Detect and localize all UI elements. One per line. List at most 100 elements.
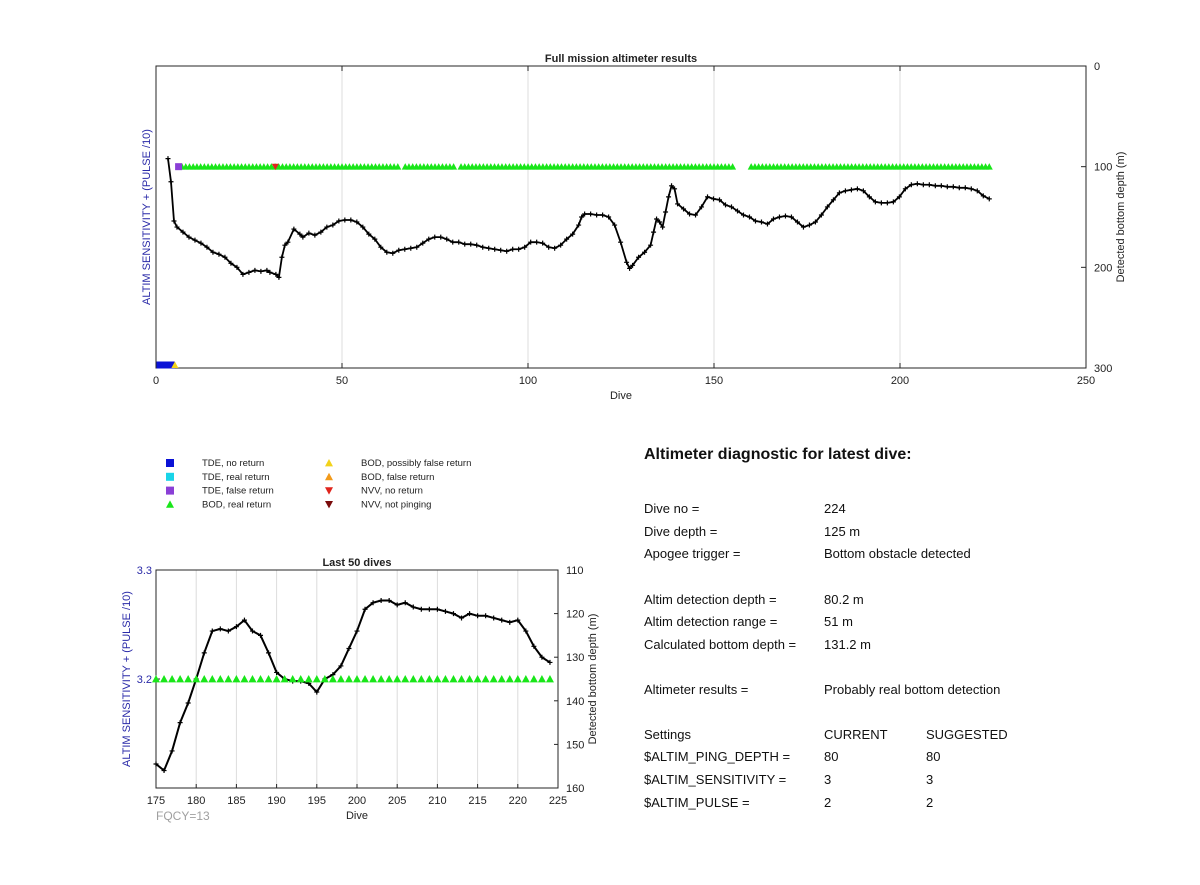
depth-point (297, 231, 303, 237)
depth-point (956, 185, 962, 191)
depth-point (300, 234, 306, 240)
depth-point (507, 619, 513, 625)
depth-point (291, 226, 297, 232)
depth-point (854, 186, 860, 192)
right-y-tick-label: 0 (1094, 61, 1100, 73)
bod-real-marker (377, 675, 386, 683)
depth-point (201, 650, 207, 656)
depth-point (523, 628, 529, 634)
bod-real-marker (328, 675, 337, 683)
depth-point (418, 606, 424, 612)
depth-point (564, 236, 570, 242)
diagnostic-label: $ALTIM_PING_DEPTH = (644, 749, 791, 764)
depth-point (552, 245, 558, 251)
depth-point (153, 761, 159, 767)
depth-point (624, 259, 630, 265)
depth-point (480, 244, 486, 250)
bod-real-marker (353, 675, 361, 683)
depth-point (800, 224, 806, 230)
x-tick-label: 185 (227, 795, 245, 807)
bod-real-marker (473, 675, 482, 683)
depth-point (860, 188, 866, 194)
depth-point (217, 626, 223, 632)
left-y-axis-label: ALTIM SENSITIVITY + (PULSE /10) (141, 129, 153, 305)
depth-point (394, 602, 400, 608)
x-tick-label: 0 (153, 375, 159, 387)
bod-real-marker (481, 675, 490, 683)
depth-point (198, 240, 204, 246)
depth-point (209, 628, 215, 634)
depth-point (233, 624, 239, 630)
depth-point (468, 241, 474, 247)
depth-point (600, 212, 606, 218)
depth-point (902, 186, 908, 192)
depth-point (346, 645, 352, 651)
depth-point (241, 617, 247, 623)
depth-point (408, 245, 414, 251)
depth-point (926, 182, 932, 188)
depth-point (372, 236, 378, 242)
depth-point (258, 632, 264, 638)
depth-point (872, 199, 878, 205)
bod-real-marker (537, 675, 546, 683)
status-marker (156, 361, 164, 369)
bod-real-marker (248, 675, 257, 683)
bod-real-marker (216, 675, 225, 683)
depth-point (491, 615, 497, 621)
x-tick-label: 225 (549, 795, 567, 807)
legend-label: NVV, not pinging (361, 499, 431, 510)
bod-real-marker (304, 675, 313, 683)
depth-point (362, 606, 368, 612)
depth-point (806, 222, 812, 228)
depth-point (442, 608, 448, 614)
depth-point (705, 194, 711, 200)
x-tick-label: 215 (468, 795, 486, 807)
status-marker (271, 163, 279, 171)
bod-real-marker (160, 675, 169, 683)
depth-point (165, 156, 171, 162)
depth-point (450, 611, 456, 617)
depth-point (693, 212, 699, 218)
x-tick-label: 50 (336, 375, 348, 387)
diagnostic-suggested: SUGGESTED (926, 727, 1008, 742)
depth-point (588, 211, 594, 217)
depth-point (354, 628, 360, 634)
depth-point (752, 218, 758, 224)
depth-point (456, 239, 462, 245)
depth-point (782, 213, 788, 219)
diagnostic-value: Bottom obstacle detected (824, 546, 971, 561)
x-tick-label: 195 (308, 795, 326, 807)
depth-point (660, 224, 666, 230)
bod-real-marker (433, 675, 442, 683)
legend: TDE, no return TDE, real return TDE, false… (166, 458, 471, 510)
depth-point (246, 269, 252, 275)
bod-real-marker (256, 675, 265, 683)
depth-point (547, 659, 553, 665)
legend-marker (325, 487, 333, 495)
bod-real-marker (497, 675, 506, 683)
diagnostic-value: 224 (824, 501, 846, 516)
x-tick-label: 205 (388, 795, 406, 807)
diagnostic-value: 2 (824, 795, 832, 810)
depth-point (450, 239, 456, 245)
legend-label: TDE, false return (202, 486, 274, 497)
bod-real-marker (224, 675, 233, 683)
diagnostic-suggested: 80 (926, 749, 941, 764)
bod-real-marker (521, 675, 530, 683)
depth-point (794, 219, 800, 225)
status-marker (175, 163, 183, 171)
depth-point (654, 216, 660, 222)
diagnostic-value: 3 (824, 772, 832, 787)
chart-title: Full mission altimeter results (545, 53, 697, 65)
bod-real-marker (280, 675, 289, 683)
bod-real-marker (545, 675, 554, 683)
depth-point (336, 218, 342, 224)
diagnostic-label: Dive depth = (644, 524, 718, 539)
depth-point (962, 185, 968, 191)
left-y-axis-label: ALTIM SENSITIVITY + (PULSE /10) (121, 591, 133, 767)
legend-label: BOD, real return (202, 499, 271, 510)
legend-marker (325, 459, 333, 467)
x-tick-label: 200 (348, 795, 366, 807)
legend-label: TDE, real return (202, 472, 270, 483)
